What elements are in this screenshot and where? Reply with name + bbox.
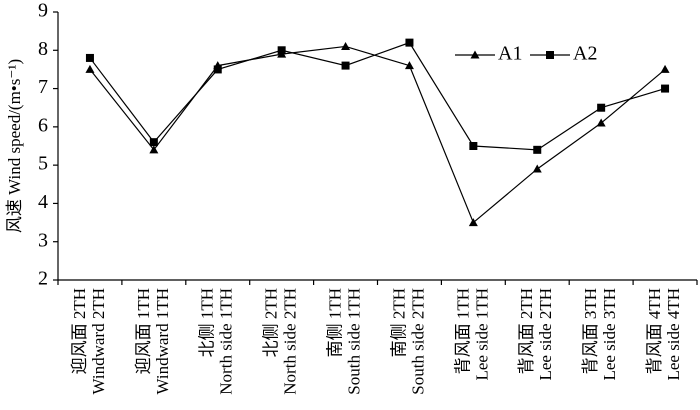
y-tick-label: 4 bbox=[38, 191, 48, 213]
y-tick-label: 6 bbox=[38, 114, 48, 136]
x-tick-label: Lee side 3TH bbox=[600, 288, 619, 381]
data-point bbox=[149, 138, 158, 147]
x-tick-label: Lee side 4TH bbox=[664, 288, 683, 381]
data-point bbox=[277, 46, 286, 55]
legend-marker bbox=[546, 51, 554, 59]
data-point bbox=[597, 103, 606, 112]
x-tick-label: North side 1TH bbox=[217, 288, 236, 395]
data-point bbox=[404, 61, 414, 70]
x-tick-label: 南侧 1TH bbox=[325, 288, 344, 357]
y-tick-label: 5 bbox=[38, 153, 48, 175]
x-tick-label: Lee side 1TH bbox=[472, 288, 491, 381]
y-tick-label: 2 bbox=[38, 268, 48, 290]
data-point bbox=[149, 145, 159, 154]
series-line bbox=[89, 41, 666, 151]
x-tick-label: Windward 2TH bbox=[89, 288, 108, 394]
data-point bbox=[533, 145, 542, 154]
data-point bbox=[661, 84, 670, 93]
data-point bbox=[341, 61, 350, 70]
data-point bbox=[468, 218, 478, 227]
data-point bbox=[85, 64, 95, 73]
data-point bbox=[341, 41, 351, 50]
data-point bbox=[213, 65, 222, 74]
data-point bbox=[469, 142, 478, 150]
x-tick-label: North side 2TH bbox=[281, 288, 300, 395]
x-tick-label: 背风面 1TH bbox=[453, 288, 472, 374]
data-point bbox=[660, 64, 670, 73]
x-tick-label: 南侧 2TH bbox=[389, 288, 408, 357]
series-line bbox=[89, 45, 666, 224]
legend-label: A2 bbox=[573, 43, 597, 65]
data-point bbox=[85, 53, 94, 62]
x-tick-label: 北侧 2TH bbox=[262, 288, 281, 357]
x-tick-label: 背风面 3TH bbox=[581, 288, 600, 374]
y-tick-label: 3 bbox=[38, 229, 48, 251]
y-tick-label: 7 bbox=[38, 76, 48, 98]
y-tick-label: 9 bbox=[38, 0, 48, 22]
x-tick-label: Lee side 2TH bbox=[536, 288, 555, 381]
x-tick-label: 背风面 2TH bbox=[517, 288, 536, 374]
y-tick-label: 8 bbox=[38, 38, 48, 60]
x-tick-label: 迎风面 1TH bbox=[134, 288, 153, 374]
data-point bbox=[596, 118, 606, 127]
x-tick-label: Windward 1TH bbox=[153, 288, 172, 394]
x-tick-label: 迎风面 2TH bbox=[70, 288, 89, 374]
data-point bbox=[532, 164, 542, 173]
legend-label: A1 bbox=[498, 43, 522, 65]
x-tick-label: 背风面 4TH bbox=[645, 288, 664, 374]
legend-marker bbox=[470, 50, 480, 59]
data-point bbox=[405, 38, 414, 47]
x-tick-label: 北侧 1TH bbox=[198, 288, 217, 357]
x-tick-label: South side 1TH bbox=[344, 288, 363, 395]
x-tick-label: South side 2TH bbox=[408, 288, 427, 395]
y-axis-label: 风速 Wind speed/(m•s⁻¹) bbox=[5, 59, 24, 233]
